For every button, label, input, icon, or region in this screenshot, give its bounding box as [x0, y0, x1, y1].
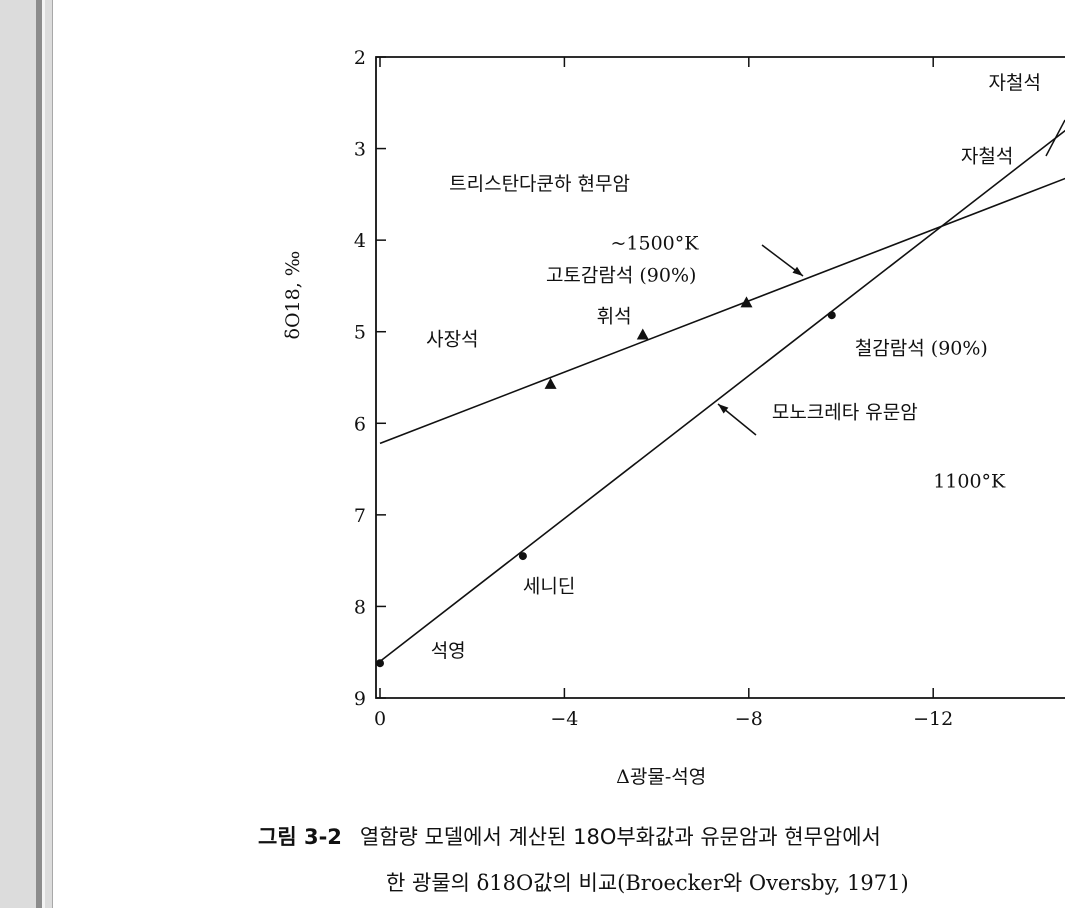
label-sanidine: 세니딘	[523, 576, 575, 598]
series-line-2	[379, 129, 1065, 663]
figure-number: 그림 3-2	[258, 825, 342, 849]
frame-border	[36, 0, 42, 908]
y-tick-label: 6	[354, 413, 366, 435]
x-tick-label: 0	[374, 708, 386, 730]
axes: 2 3 4 5 6 7 8 90 −4 −8 −12	[354, 47, 1065, 730]
circle-marker	[518, 552, 527, 561]
label-forsterite: 고토감람석 (90%)	[546, 264, 697, 286]
figure-caption-line-2: 한 광물의 δ18O값의 비교(Broecker와 Oversby, 1971)	[386, 871, 909, 895]
arrow-to-basalt-line-head	[792, 266, 803, 276]
triangle-marker	[636, 328, 649, 340]
triangle-marker	[740, 296, 753, 308]
series-lines	[379, 129, 1065, 663]
label-temp-1500: ~1500°K	[611, 232, 700, 254]
triangle-marker	[544, 377, 557, 389]
series-line-1	[379, 177, 1065, 445]
x-tick-label: −4	[550, 708, 578, 730]
y-tick-label: 8	[354, 596, 366, 618]
label-quartz: 석영	[431, 640, 466, 662]
data-markers	[376, 296, 836, 668]
label-plagioclase: 사장석	[426, 328, 478, 350]
x-axis-title: Δ광물-석영	[616, 766, 706, 788]
y-tick-label: 3	[354, 139, 366, 161]
y-tick-label: 2	[354, 47, 366, 69]
y-tick-label: 7	[354, 505, 366, 527]
y-tick-label: 9	[354, 688, 366, 710]
label-magnetite-lower: 자철석	[961, 145, 1013, 167]
pointer-magnetite	[1045, 119, 1065, 157]
plot-frame	[375, 56, 1065, 699]
arrow-to-rhyolite-line-head	[718, 404, 729, 414]
label-tristan-basalt: 트리스탄다쿤하 현무암	[449, 173, 630, 195]
x-tick-label: −12	[913, 708, 953, 730]
circle-marker	[376, 659, 384, 668]
label-monocrater-rhyolite: 모노크레타 유문암	[772, 402, 918, 424]
figure-caption-line-1: 그림 3-2 열함량 모델에서 계산된 18O부화값과 유문암과 현무암에서	[258, 821, 1065, 851]
y-axis-title: δO18, ‰	[282, 251, 304, 340]
label-pyroxene: 휘석	[597, 306, 632, 328]
y-tick-label: 5	[354, 322, 366, 344]
caption-text-1: 열함량 모델에서 계산된 18O부화값과 유문암과 현무암에서	[359, 825, 881, 849]
label-fayalite: 철감람석 (90%)	[855, 338, 988, 360]
label-temp-1100: 1100°K	[933, 470, 1006, 492]
frame-highlight	[42, 0, 45, 908]
y-tick-label: 4	[354, 230, 366, 252]
page-frame-edge	[0, 0, 53, 908]
x-tick-label: −8	[735, 708, 763, 730]
circle-marker	[827, 311, 836, 320]
chart: 2 3 4 5 6 7 8 90 −4 −8 −12 Δ광물-석영 δO18, ‰ 사장석 휘석 고토감람석…	[282, 47, 1065, 788]
chart-labels: Δ광물-석영 δO18, ‰ 사장석 휘석 고토감람석 (90%) 석영 세니딘 철감람석 (…	[282, 72, 1065, 788]
label-magnetite-top: 자철석	[989, 72, 1041, 94]
